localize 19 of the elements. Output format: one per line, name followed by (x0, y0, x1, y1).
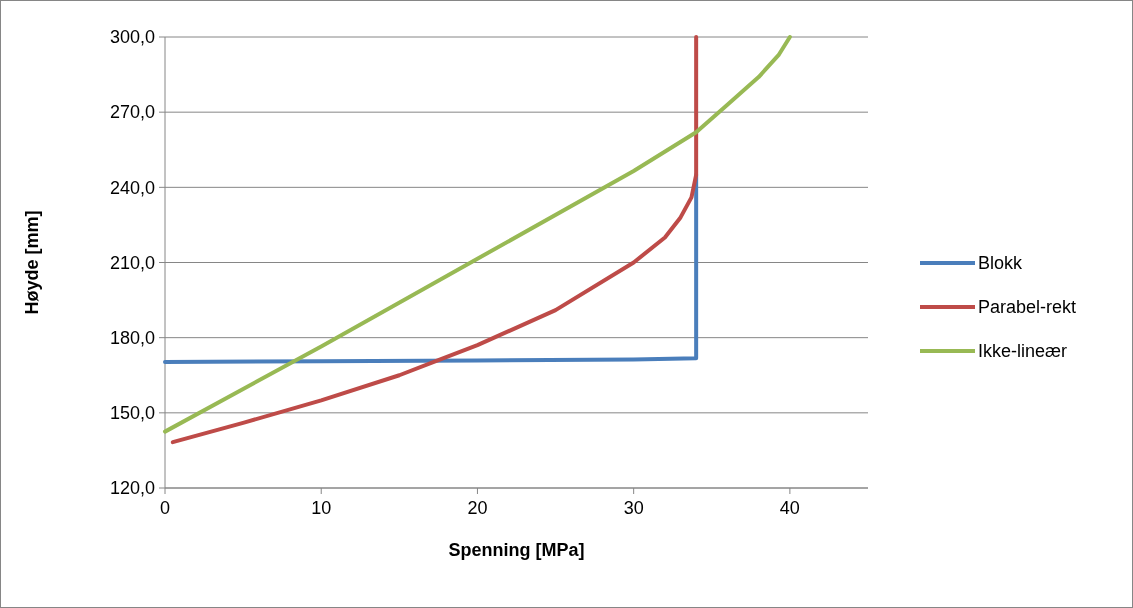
legend-label: Blokk (978, 253, 1024, 274)
y-tick-label: 120,0 (109, 478, 155, 499)
x-tick-label: 20 (467, 498, 488, 518)
x-tick-label: 40 (779, 498, 800, 518)
y-tick-label: 180,0 (109, 327, 155, 348)
y-tick-label: 210,0 (109, 252, 155, 273)
legend-label: Ikke-lineær (978, 341, 1068, 362)
y-tick-label: 270,0 (109, 102, 155, 123)
x-tick-label: 0 (159, 498, 171, 518)
x-axis-title: Spenning [MPa] (448, 540, 585, 560)
x-tick-label: 10 (311, 498, 332, 518)
line-series (163, 35, 792, 434)
y-tick-label: 150,0 (109, 403, 155, 424)
line-series (170, 35, 699, 445)
y-tick-label: 300,0 (109, 27, 155, 48)
y-axis-title: Høyde [mm] (22, 210, 42, 315)
y-tick-label: 240,0 (109, 177, 155, 198)
legend-label: Parabel-rekt (978, 297, 1077, 318)
x-tick-label: 30 (623, 498, 644, 518)
